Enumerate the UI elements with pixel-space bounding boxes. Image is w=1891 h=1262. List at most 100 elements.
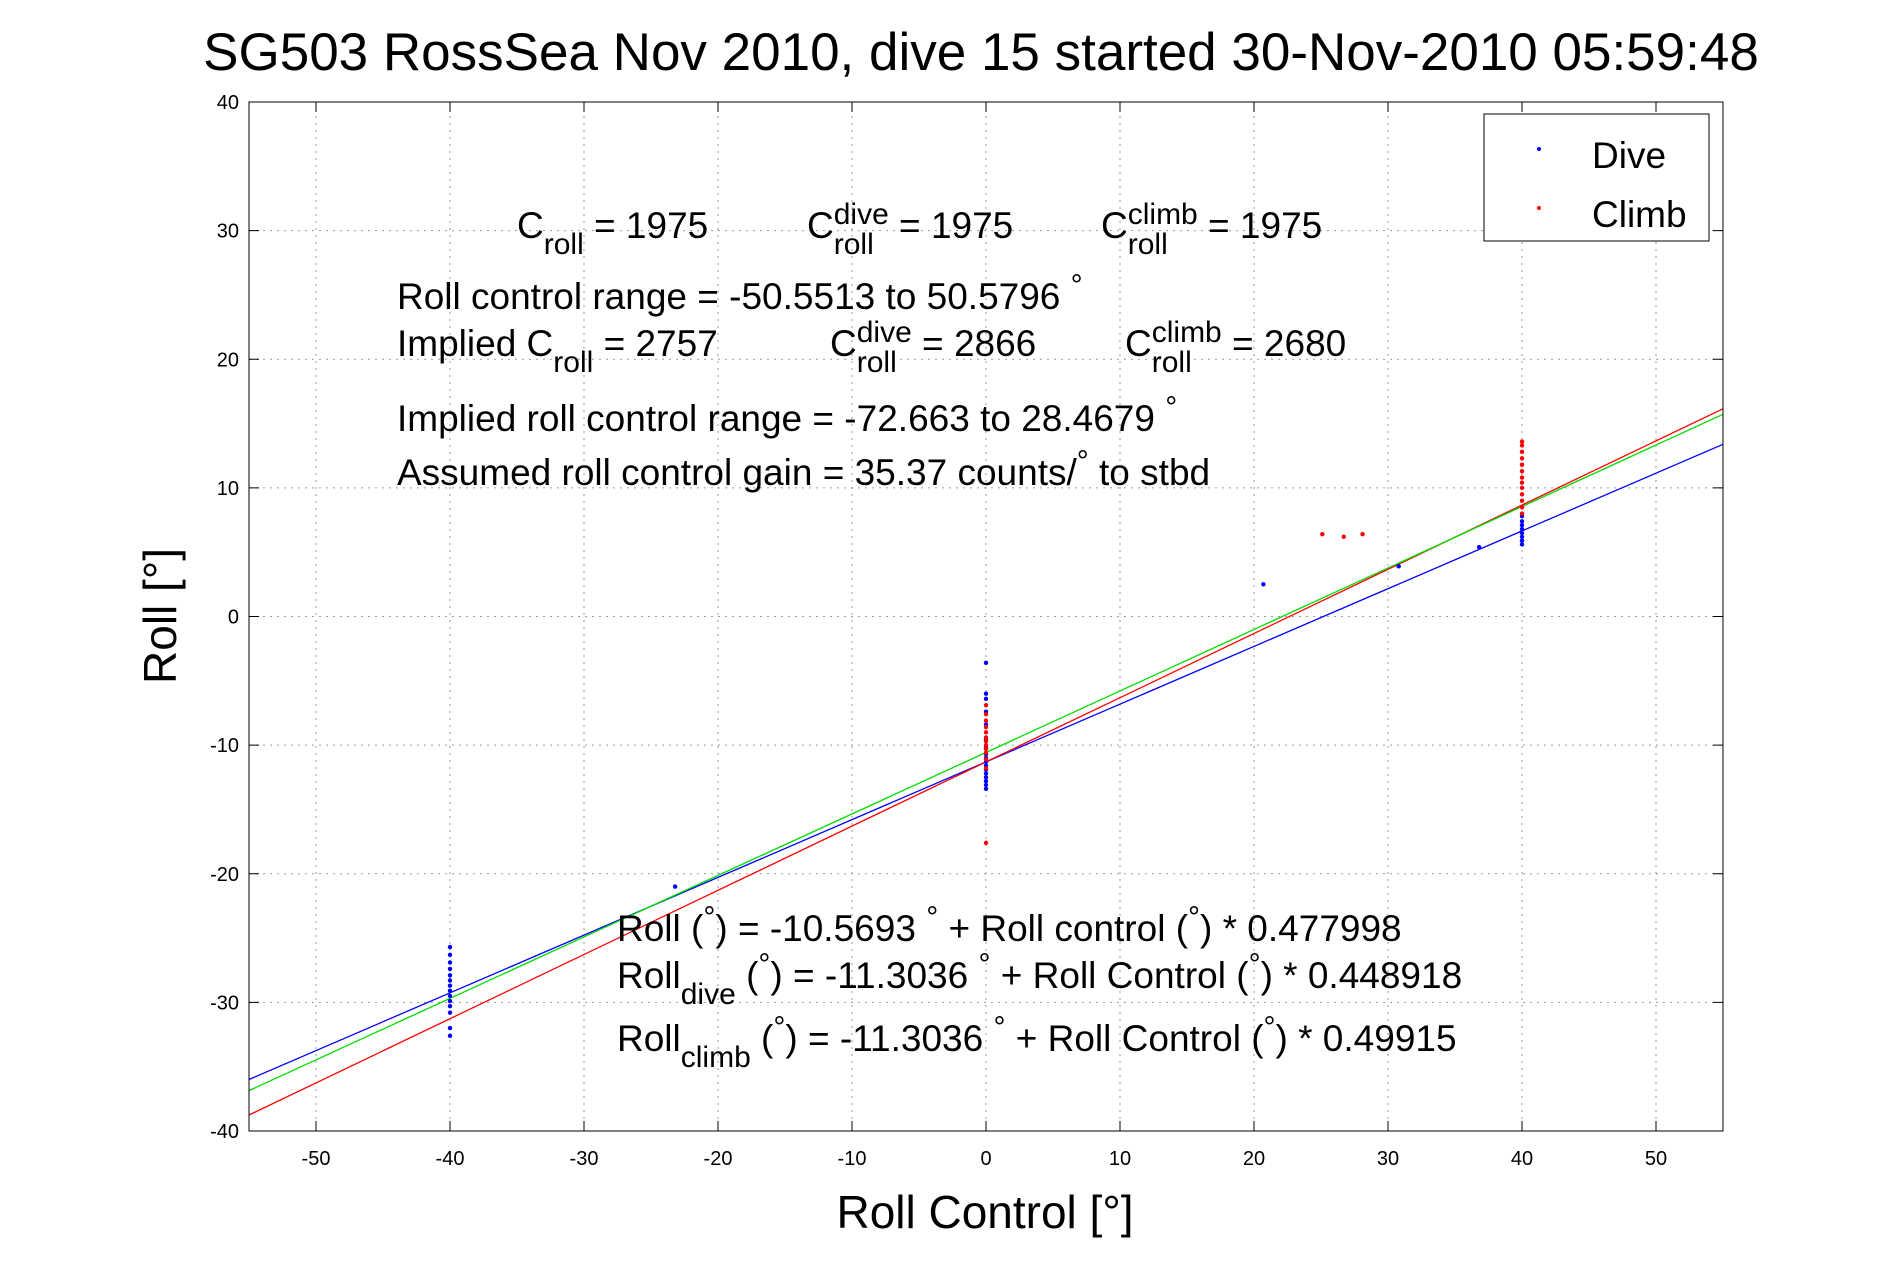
climb-point bbox=[1519, 456, 1525, 461]
dive-point bbox=[1261, 582, 1266, 587]
climb-point bbox=[983, 703, 989, 708]
annotation-part: + Roll control ( bbox=[938, 908, 1189, 949]
climb-point bbox=[1519, 443, 1525, 448]
dive-point bbox=[983, 771, 989, 776]
annotation-part: C bbox=[830, 323, 857, 364]
annotation-part: roll bbox=[834, 228, 874, 261]
annotation-part: ° bbox=[1077, 445, 1089, 478]
climb-point bbox=[1519, 498, 1525, 503]
climb-point bbox=[983, 730, 989, 735]
dive-point bbox=[983, 775, 989, 780]
tick-labels: -50 -40 -30 -20 -10 0 10 20 30 40 50 -40 -30 -20 -10 0 1… bbox=[210, 92, 1667, 1170]
annotation-part: + Roll Control ( bbox=[1005, 1018, 1264, 1059]
annotation-part: roll bbox=[1128, 228, 1168, 261]
climb-point bbox=[1519, 492, 1525, 497]
annotation-part: ( bbox=[736, 955, 759, 996]
annotation-part: Implied C bbox=[397, 323, 553, 364]
annotation-text: Rollclimb (°) = -11.3036 ° + Roll Contro… bbox=[617, 1011, 1457, 1074]
annotation-text: Roll (°) = -10.5693 ° + Roll control (°)… bbox=[617, 901, 1402, 949]
annotation-part: ) * 0.477998 bbox=[1200, 908, 1402, 949]
annotation-part: ° bbox=[773, 1011, 785, 1044]
dive-point bbox=[447, 993, 453, 999]
annotation-part: + Roll Control ( bbox=[991, 955, 1250, 996]
legend-dive-marker bbox=[1537, 147, 1541, 151]
climb-point bbox=[983, 739, 989, 744]
x-tick-label: -10 bbox=[838, 1148, 867, 1170]
data-points bbox=[447, 439, 1525, 1039]
axes bbox=[248, 101, 1724, 1132]
legend-climb-label: Climb bbox=[1592, 194, 1687, 235]
x-tick-label: -30 bbox=[570, 1148, 599, 1170]
dive-point bbox=[447, 998, 453, 1004]
x-tick-label: 50 bbox=[1645, 1148, 1667, 1170]
annotation-part: to stbd bbox=[1089, 452, 1210, 493]
dive-point bbox=[983, 786, 989, 792]
dive-point bbox=[983, 696, 989, 702]
climb-point bbox=[983, 724, 989, 730]
annotation-part: Roll control range = -50.5513 to 50.5796 bbox=[397, 276, 1071, 317]
annotation-part: climb bbox=[1152, 316, 1222, 349]
annotation-part: dive bbox=[681, 978, 736, 1011]
dive-point bbox=[447, 1004, 453, 1009]
climb-point bbox=[1519, 511, 1525, 516]
dive-point bbox=[1396, 564, 1401, 569]
climb-point bbox=[983, 742, 989, 748]
annotation-part: Implied roll control range = -72.663 to … bbox=[397, 398, 1165, 439]
dive-point bbox=[1519, 519, 1525, 524]
climb-point bbox=[1519, 504, 1525, 510]
annotation-part: C bbox=[1125, 323, 1152, 364]
annotation-part: ° bbox=[1249, 948, 1261, 981]
dive-point bbox=[447, 978, 453, 983]
annotation-part: ° bbox=[703, 901, 715, 934]
annotation-part: C bbox=[1101, 205, 1128, 246]
dive-point bbox=[672, 884, 678, 889]
annotation-part: = 1975 bbox=[584, 205, 708, 246]
annotation-part: ° bbox=[993, 1011, 1005, 1044]
annotation-part: ) * 0.49915 bbox=[1276, 1018, 1457, 1059]
annotation-text: Cclimb roll = 2680 bbox=[1125, 316, 1346, 379]
dive-point bbox=[1519, 530, 1525, 536]
x-tick-label: 0 bbox=[980, 1148, 991, 1170]
annotation-part: dive bbox=[834, 198, 889, 231]
dive-point bbox=[1519, 538, 1525, 543]
climb-point bbox=[983, 840, 989, 846]
annotation-part: ° bbox=[1165, 391, 1177, 424]
annotation-part: ) = -10.5693 bbox=[715, 908, 926, 949]
x-axis-label: Roll Control [°] bbox=[836, 1186, 1133, 1238]
climb-point bbox=[1519, 449, 1525, 455]
annotation-part: Roll ( bbox=[617, 908, 704, 949]
y-tick-label: -30 bbox=[210, 992, 239, 1014]
dive-point bbox=[983, 691, 989, 696]
dive-point bbox=[447, 952, 453, 957]
climb-point bbox=[1320, 531, 1325, 537]
x-tick-label: -50 bbox=[302, 1148, 331, 1170]
annotation-part: ° bbox=[758, 948, 770, 981]
x-tick-label: -20 bbox=[704, 1148, 733, 1170]
annotation-part: ° bbox=[979, 948, 991, 981]
annotation-part: = 2757 bbox=[593, 323, 717, 364]
climb-point bbox=[983, 712, 989, 717]
climb-point bbox=[983, 750, 989, 756]
annotation-text: Assumed roll control gain = 35.37 counts… bbox=[397, 445, 1210, 493]
dive-point bbox=[1519, 534, 1525, 539]
annotations: Croll = 1975 Cdive roll = 1975 Cclimb roll =… bbox=[397, 198, 1462, 1074]
annotation-part: = 1975 bbox=[1198, 205, 1322, 246]
annotation-part: = 1975 bbox=[889, 205, 1013, 246]
annotation-text: Cdive roll = 2866 bbox=[830, 316, 1036, 379]
dive-point bbox=[983, 778, 989, 784]
x-tick-label: 10 bbox=[1109, 1148, 1131, 1170]
climb-point bbox=[1341, 534, 1346, 539]
climb-point bbox=[1519, 462, 1525, 467]
y-tick-label: 0 bbox=[228, 607, 239, 629]
annotation-part: ° bbox=[1071, 269, 1083, 302]
annotation-part: climb bbox=[681, 1041, 751, 1074]
annotation-text: Croll = 1975 bbox=[517, 205, 708, 261]
legend-climb-marker bbox=[1537, 206, 1541, 210]
x-tick-label: -40 bbox=[436, 1148, 465, 1170]
annotation-part: climb bbox=[1128, 198, 1198, 231]
climb-point bbox=[1519, 475, 1525, 480]
y-tick-label: 30 bbox=[217, 221, 239, 243]
annotation-text: Implied roll control range = -72.663 to … bbox=[397, 391, 1177, 439]
annotation-part: = 2866 bbox=[912, 323, 1036, 364]
